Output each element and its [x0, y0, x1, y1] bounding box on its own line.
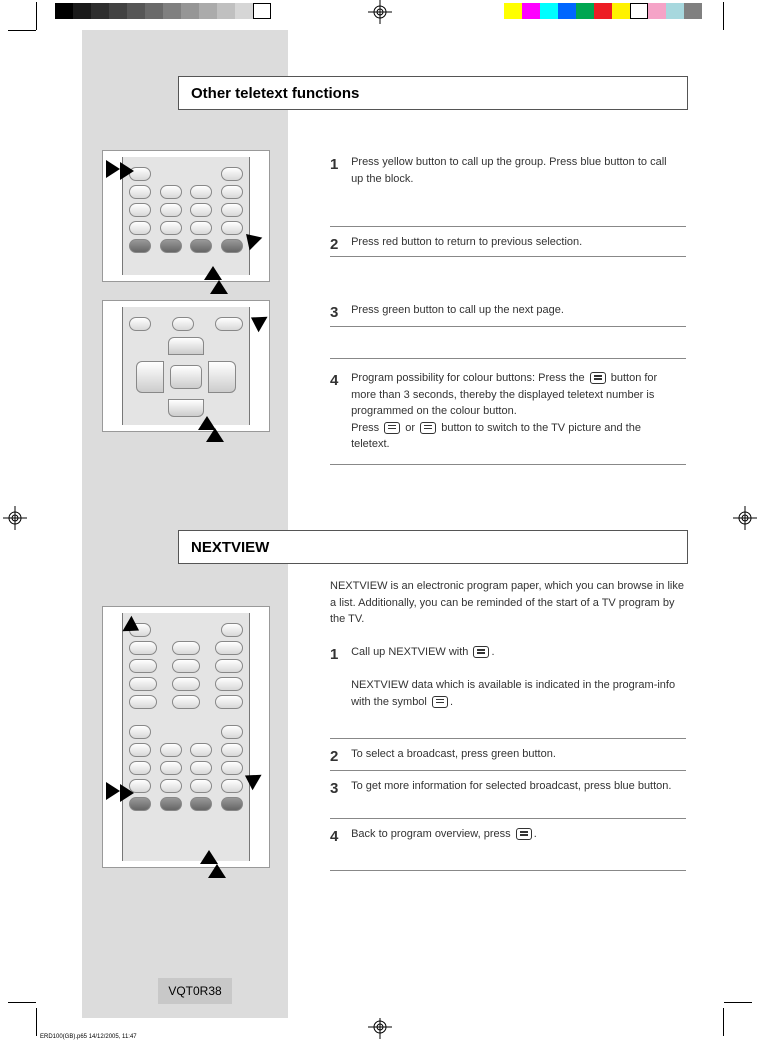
- step-text: Press red button to return to previous s…: [351, 234, 681, 251]
- section-title-nextview: NEXTVIEW: [178, 530, 688, 564]
- pointer-arrow-icon: [120, 162, 134, 180]
- step-1: 1 Press yellow button to call up the gro…: [330, 154, 686, 187]
- divider: [330, 738, 686, 739]
- step-number: 4: [330, 826, 348, 849]
- step-number: 3: [330, 778, 348, 801]
- cmyk-colorbar: [504, 3, 702, 19]
- step-text: Back to program overview, press .: [351, 826, 681, 843]
- divider: [330, 464, 686, 465]
- nv-step-1: 1 Call up NEXTVIEW with .NEXTVIEW data w…: [330, 644, 686, 710]
- cropmark: [8, 1002, 36, 1003]
- divider: [330, 226, 686, 227]
- page-number-box: VQT0R38: [158, 978, 232, 1004]
- step-3: 3 Press green button to call up the next…: [330, 302, 686, 325]
- section-title-text: NEXTVIEW: [191, 539, 269, 556]
- nextview-icon: [473, 646, 489, 658]
- pointer-arrow-icon: [204, 266, 222, 280]
- nv-step-4: 4 Back to program overview, press .: [330, 826, 686, 849]
- grayscale-colorbar: [55, 3, 271, 19]
- remote-figure-2: [102, 300, 270, 432]
- pointer-arrow-icon: [106, 160, 120, 178]
- pointer-arrow-icon: [120, 784, 134, 802]
- step-text: To select a broadcast, press green butto…: [351, 746, 681, 763]
- regmark-top: [368, 0, 392, 24]
- pointer-arrow-icon: [208, 864, 226, 878]
- nv-symbol-icon: [432, 696, 448, 708]
- program-icon: [590, 372, 606, 384]
- pointer-arrow-icon: [210, 280, 228, 294]
- cropmark: [8, 30, 36, 31]
- cropmark: [724, 1002, 752, 1003]
- text-icon: [420, 422, 436, 434]
- section-title-teletext: Other teletext functions: [178, 76, 688, 110]
- nv-step-2: 2 To select a broadcast, press green but…: [330, 746, 686, 769]
- step-text: To get more information for selected bro…: [351, 778, 681, 795]
- pointer-arrow-icon: [206, 428, 224, 442]
- step-number: 2: [330, 746, 348, 769]
- divider: [330, 870, 686, 871]
- intro-text: NEXTVIEW is an electronic program paper,…: [330, 580, 684, 625]
- page-area: Other teletext functions 1 Press yellow …: [82, 30, 702, 1018]
- cropmark: [36, 1008, 37, 1036]
- pointer-arrow-icon: [106, 782, 120, 800]
- cropmark: [723, 1008, 724, 1036]
- step-4: 4 Program possibility for colour buttons…: [330, 370, 686, 453]
- step-number: 1: [330, 644, 348, 667]
- nextview-intro: NEXTVIEW is an electronic program paper,…: [330, 578, 686, 628]
- back-icon: [516, 828, 532, 840]
- tv-icon: [384, 422, 400, 434]
- step-number: 1: [330, 154, 348, 177]
- divider: [330, 770, 686, 771]
- step-text: Press green button to call up the next p…: [351, 302, 681, 319]
- cropmark: [723, 2, 724, 30]
- step-number: 3: [330, 302, 348, 325]
- pointer-arrow-icon: [200, 850, 218, 864]
- divider: [330, 256, 686, 257]
- step-number: 4: [330, 370, 348, 393]
- section-title-text: Other teletext functions: [191, 85, 359, 102]
- step-2: 2 Press red button to return to previous…: [330, 234, 686, 257]
- nv-step-3: 3 To get more information for selected b…: [330, 778, 686, 801]
- step-text: Program possibility for colour buttons: …: [351, 370, 681, 453]
- regmark-left: [3, 506, 27, 530]
- regmark-bottom: [368, 1015, 392, 1039]
- remote-figure-3: [102, 606, 270, 868]
- step-text: Press yellow button to call up the group…: [351, 154, 681, 187]
- step-text: Call up NEXTVIEW with .NEXTVIEW data whi…: [351, 644, 681, 710]
- footer-meta: ERD100(GB).p65 14/12/2005, 11:47: [40, 1034, 137, 1040]
- page-number: VQT0R38: [168, 984, 221, 998]
- divider: [330, 358, 686, 359]
- cropmark: [36, 2, 37, 30]
- regmark-right: [733, 506, 757, 530]
- divider: [330, 818, 686, 819]
- step-number: 2: [330, 234, 348, 257]
- divider: [330, 326, 686, 327]
